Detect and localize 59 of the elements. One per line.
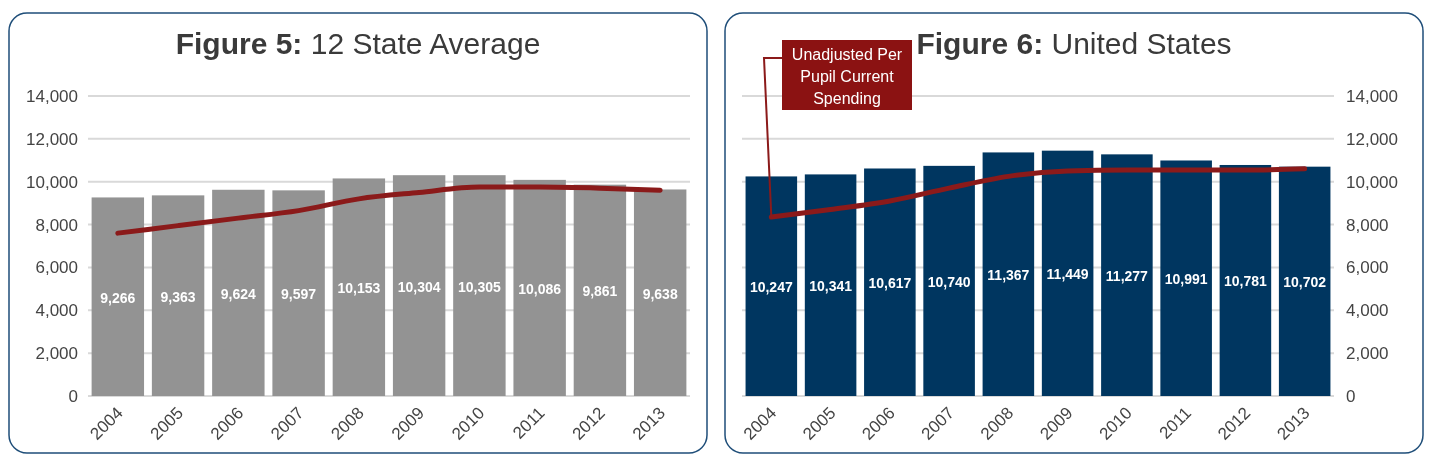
data-label: 10,781: [1223, 273, 1268, 290]
bar: [453, 175, 506, 396]
y-tick-label: 4,000: [35, 301, 78, 321]
bar: [1101, 154, 1153, 396]
bar: [332, 178, 386, 396]
y-tick-label: 2,000: [35, 344, 78, 364]
bar: [1219, 164, 1272, 396]
bar: [91, 197, 145, 396]
bar: [982, 152, 1035, 396]
chart-title: Figure 6: United States: [916, 27, 1232, 60]
data-label: 9,624: [220, 285, 257, 302]
y2-tick-label: 14,000: [1346, 87, 1398, 106]
bar: [745, 176, 798, 396]
data-label: 11,367: [987, 267, 1030, 284]
data-label: 10,304: [397, 278, 441, 295]
data-label: 10,617: [868, 275, 912, 292]
chart-title: Figure 5: 12 State Average: [175, 27, 541, 60]
y-tick-label: 8,000: [35, 215, 78, 235]
bar: [573, 184, 627, 396]
bar: [633, 189, 687, 396]
text: Unadjusted Per Pupil Current Spending: [791, 46, 903, 107]
y2-tick-label: 6,000: [1346, 258, 1389, 278]
y2-tick-label: 10,000: [1346, 172, 1398, 192]
bar: [272, 190, 325, 396]
data-label: 10,086: [518, 280, 562, 297]
bar: [864, 168, 916, 396]
data-label: 9,363: [160, 288, 196, 305]
data-label: 10,991: [1164, 271, 1208, 288]
bar: [151, 195, 205, 396]
data-label: 10,153: [337, 280, 381, 297]
data-label: 10,740: [927, 273, 971, 290]
data-label: 9,266: [100, 289, 136, 306]
data-label: 9,861: [582, 283, 618, 300]
data-label: 9,597: [281, 286, 317, 303]
bar: [212, 189, 265, 396]
data-label: 10,702: [1283, 274, 1327, 291]
data-label: 10,247: [749, 279, 793, 296]
y2-tick-label: 4,000: [1346, 301, 1389, 321]
bar: [923, 165, 975, 396]
y-tick-label: 10,000: [26, 172, 78, 192]
y2-tick-label: 0: [1346, 387, 1356, 406]
y-tick-label: 6,000: [35, 258, 78, 278]
y-tick-label: 0: [68, 387, 78, 406]
data-label: 9,638: [642, 285, 678, 302]
data-label: 10,341: [809, 278, 853, 295]
bar: [1278, 166, 1331, 396]
data-label: 11,449: [1046, 266, 1089, 283]
bar: [392, 175, 446, 396]
bar: [513, 179, 566, 396]
y-tick-label: 12,000: [26, 129, 78, 149]
bar: [1160, 160, 1212, 396]
y2-tick-label: 8,000: [1346, 215, 1389, 235]
data-label: 11,277: [1105, 268, 1149, 285]
y-tick-label: 14,000: [26, 87, 78, 106]
y2-tick-label: 2,000: [1346, 344, 1389, 364]
data-label: 10,305: [457, 278, 502, 295]
bar: [804, 174, 857, 396]
bar: [1041, 150, 1094, 396]
y2-tick-label: 12,000: [1346, 129, 1398, 149]
